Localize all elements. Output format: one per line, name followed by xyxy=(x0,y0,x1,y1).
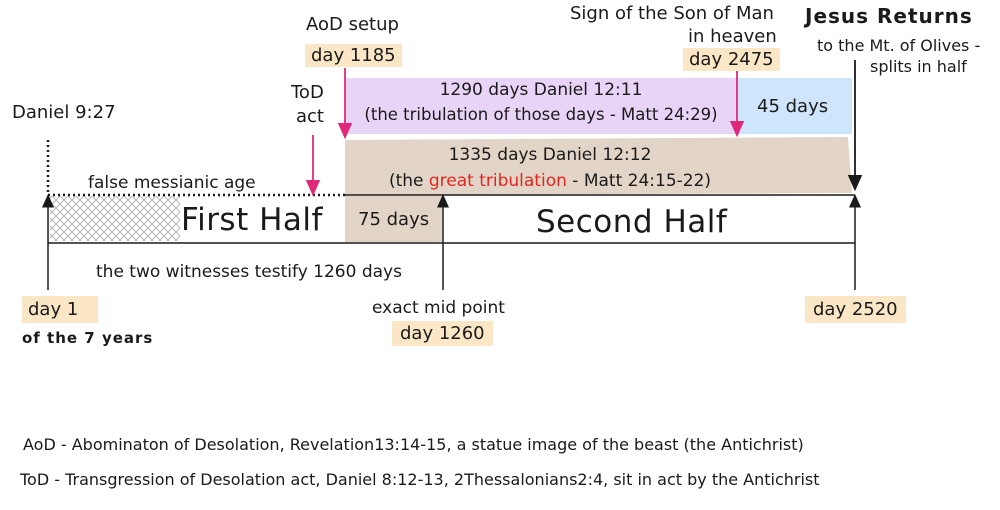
sign-label-line1: Sign of the Son of Man xyxy=(570,3,774,24)
tan-75-days-label: 75 days xyxy=(358,209,430,230)
jesus-returns-label: Jesus Returns xyxy=(805,4,973,28)
tan-line2-pre: (the xyxy=(388,171,429,191)
hatched-area xyxy=(50,196,180,241)
first-half-label: First Half xyxy=(181,202,323,238)
blue-band xyxy=(737,78,852,134)
legend-tod: ToD - Transgression of Desolation act, D… xyxy=(20,470,820,489)
tod-label-line1: ToD xyxy=(291,82,324,103)
day1-label: day 1 xyxy=(22,296,99,323)
aod-setup-label: AoD setup xyxy=(306,14,399,35)
tan-band xyxy=(345,137,852,195)
end-day-label: day 2520 xyxy=(805,296,906,323)
of-7-years-label: of the 7 years xyxy=(22,329,154,347)
sign-day-label: day 2475 xyxy=(683,48,780,71)
witnesses-label: the two witnesses testify 1260 days xyxy=(96,262,402,282)
purple-band-line2: (the tribulation of those days - Matt 24… xyxy=(364,105,718,124)
tan-75-box xyxy=(345,196,442,242)
purple-band-line1: 1290 days Daniel 12:11 xyxy=(439,80,643,100)
second-half-label: Second Half xyxy=(536,204,728,240)
daniel-927-label: Daniel 9:27 xyxy=(12,102,116,123)
midpoint-label: exact mid point xyxy=(372,298,505,318)
false-age-label: false messianic age xyxy=(88,173,256,193)
purple-band xyxy=(345,78,737,134)
great-tribulation-text: great tribulation xyxy=(428,171,567,191)
aod-day-label: day 1185 xyxy=(305,44,402,67)
tan-band-line2: (the great tribulation - Matt 24:15-22) xyxy=(345,171,755,191)
olives-label-line1: to the Mt. of Olives - xyxy=(817,36,981,55)
blue-band-label: 45 days xyxy=(757,96,829,117)
tan-line2-post: - Matt 24:15-22) xyxy=(566,171,712,191)
tod-label-line2: act xyxy=(296,106,324,127)
mid-day-label: day 1260 xyxy=(392,321,493,346)
sign-label-line2: in heaven xyxy=(688,26,777,47)
legend-aod: AoD - Abominaton of Desolation, Revelati… xyxy=(23,435,804,454)
tan-band-line1: 1335 days Daniel 12:12 xyxy=(448,145,652,165)
olives-label-line2: splits in half xyxy=(870,57,967,76)
